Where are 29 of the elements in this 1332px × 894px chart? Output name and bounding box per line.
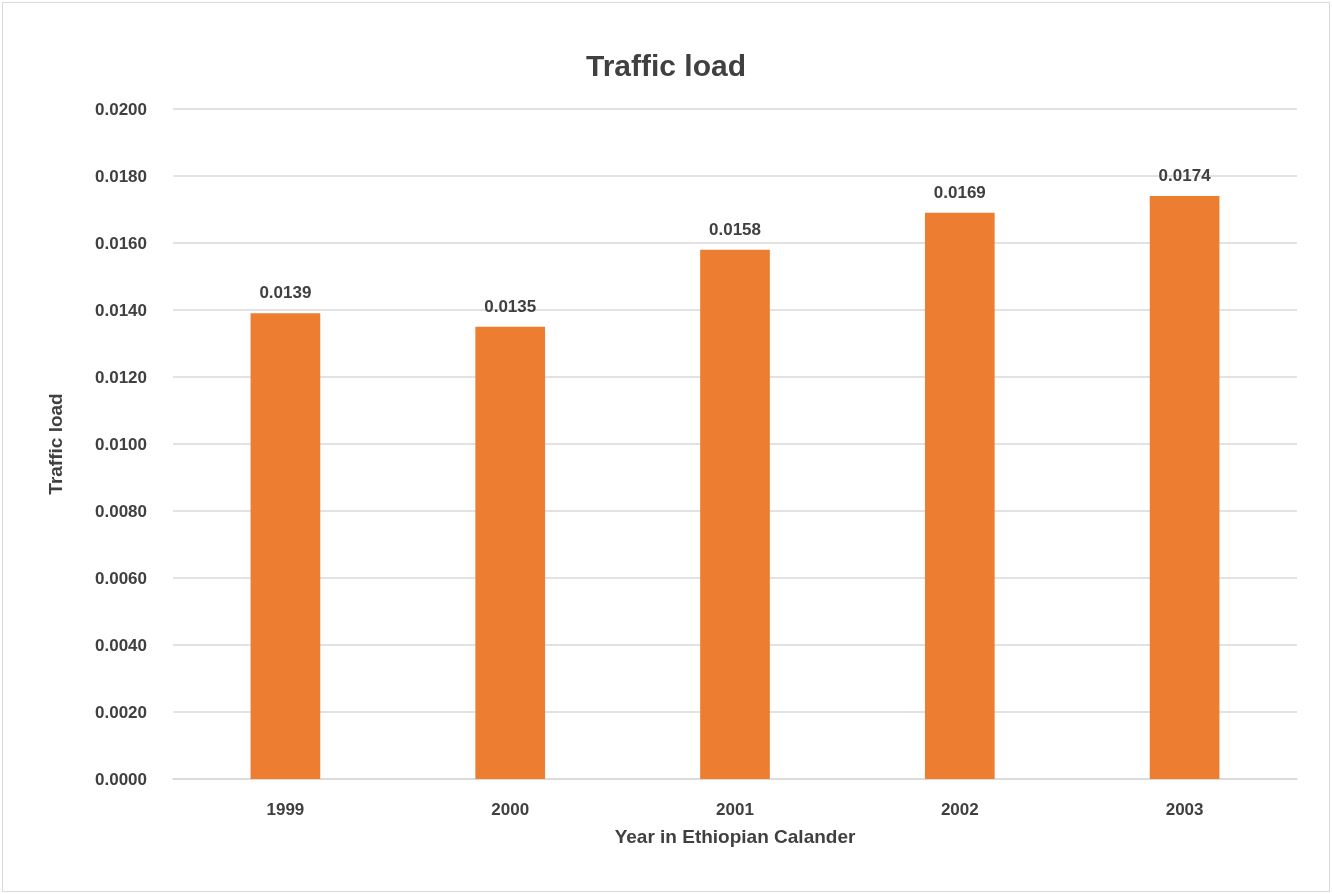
y-tick-label: 0.0180 bbox=[95, 166, 147, 186]
y-tick-label: 0.0120 bbox=[95, 367, 147, 387]
y-tick-label: 0.0060 bbox=[95, 568, 147, 588]
y-axis-title: Traffic load bbox=[45, 393, 66, 495]
data-label: 0.0158 bbox=[709, 219, 761, 239]
data-label: 0.0139 bbox=[259, 283, 312, 303]
x-tick-label: 2000 bbox=[491, 800, 530, 819]
data-label: 0.0169 bbox=[933, 182, 986, 202]
y-tick-label: 0.0100 bbox=[95, 434, 147, 454]
x-tick-label: 2003 bbox=[1165, 800, 1204, 819]
y-tick-label: 0.0160 bbox=[95, 233, 147, 253]
data-label: 0.0174 bbox=[1158, 166, 1212, 186]
y-tick-label: 0.0080 bbox=[95, 501, 147, 521]
bar bbox=[700, 249, 770, 779]
y-tick-label: 0.0020 bbox=[95, 702, 147, 722]
y-tick-label: 0.0040 bbox=[95, 635, 147, 655]
bar bbox=[1149, 196, 1220, 779]
bar bbox=[924, 212, 995, 779]
y-tick-label: 0.0200 bbox=[95, 99, 147, 119]
bar bbox=[475, 326, 546, 779]
y-tick-label: 0.0000 bbox=[95, 769, 147, 789]
x-axis-title: Year in Ethiopian Calander bbox=[614, 826, 856, 847]
bar bbox=[250, 313, 321, 779]
x-tick-label: 2002 bbox=[940, 800, 979, 819]
y-tick-label: 0.0140 bbox=[95, 300, 147, 320]
chart-title: Traffic load bbox=[585, 48, 747, 82]
data-label: 0.0135 bbox=[484, 296, 537, 316]
x-tick-label: 2001 bbox=[716, 800, 754, 819]
x-tick-label: 1999 bbox=[266, 800, 305, 819]
